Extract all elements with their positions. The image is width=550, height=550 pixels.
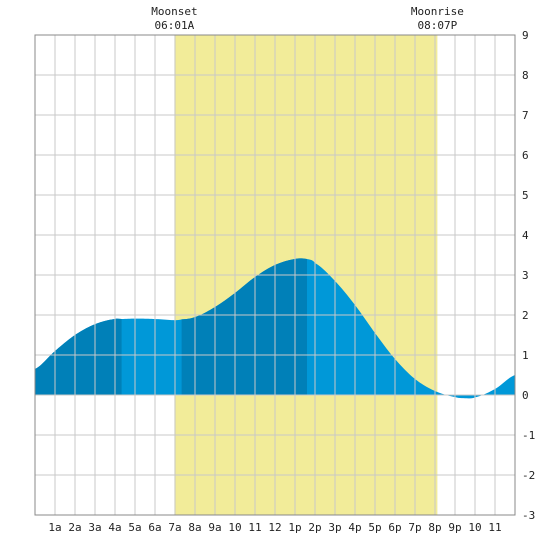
- y-tick-label: 7: [522, 109, 529, 122]
- y-tick-label: 0: [522, 389, 529, 402]
- y-tick-label: 2: [522, 309, 529, 322]
- x-tick-label: 2a: [68, 521, 81, 534]
- x-tick-label: 3a: [88, 521, 101, 534]
- y-tick-label: 3: [522, 269, 529, 282]
- x-tick-label: 3p: [328, 521, 341, 534]
- x-tick-label: 7p: [408, 521, 421, 534]
- x-tick-label: 8a: [188, 521, 201, 534]
- x-tick-label: 6a: [148, 521, 161, 534]
- y-tick-label: 4: [522, 229, 529, 242]
- y-tick-label: 1: [522, 349, 529, 362]
- x-tick-label: 4p: [348, 521, 361, 534]
- plot-frame: [34, 34, 516, 516]
- x-tick-label: 4a: [108, 521, 121, 534]
- x-tick-label: 8p: [428, 521, 441, 534]
- x-tick-label: 11: [248, 521, 261, 534]
- x-tick-label: 5a: [128, 521, 141, 534]
- moonset-time: 06:01A: [155, 19, 195, 32]
- y-tick-label: 5: [522, 189, 529, 202]
- x-tick-label: 10: [228, 521, 241, 534]
- x-tick-label: 9a: [208, 521, 221, 534]
- y-tick-label: -2: [522, 469, 535, 482]
- x-tick-label: 7a: [168, 521, 181, 534]
- x-tick-label: 6p: [388, 521, 401, 534]
- tide-area-shaded: [181, 258, 307, 395]
- x-tick-label: 1a: [48, 521, 61, 534]
- y-tick-label: 8: [522, 69, 529, 82]
- x-tick-label: 5p: [368, 521, 381, 534]
- y-tick-label: -3: [522, 509, 535, 522]
- x-tick-label: 1p: [288, 521, 301, 534]
- moonrise-label: Moonrise: [411, 5, 464, 18]
- x-tick-label: 12: [268, 521, 281, 534]
- x-tick-label: 10: [468, 521, 481, 534]
- y-tick-label: -1: [522, 429, 535, 442]
- y-tick-label: 9: [522, 29, 529, 42]
- x-tick-label: 9p: [448, 521, 461, 534]
- label-layer: 1a 2a 3a 4a 5a 6a 7a 8a 9a 10 11 12 1p 2p 3p 4p 5p 6p 7p 8p…: [48, 5, 535, 534]
- tide-area-shaded: [35, 318, 122, 395]
- grid-layer: [35, 34, 515, 516]
- y-tick-label: 6: [522, 149, 529, 162]
- moonrise-time: 08:07P: [418, 19, 458, 32]
- moonset-label: Moonset: [151, 5, 197, 18]
- x-tick-label: 11: [488, 521, 501, 534]
- x-tick-label: 2p: [308, 521, 321, 534]
